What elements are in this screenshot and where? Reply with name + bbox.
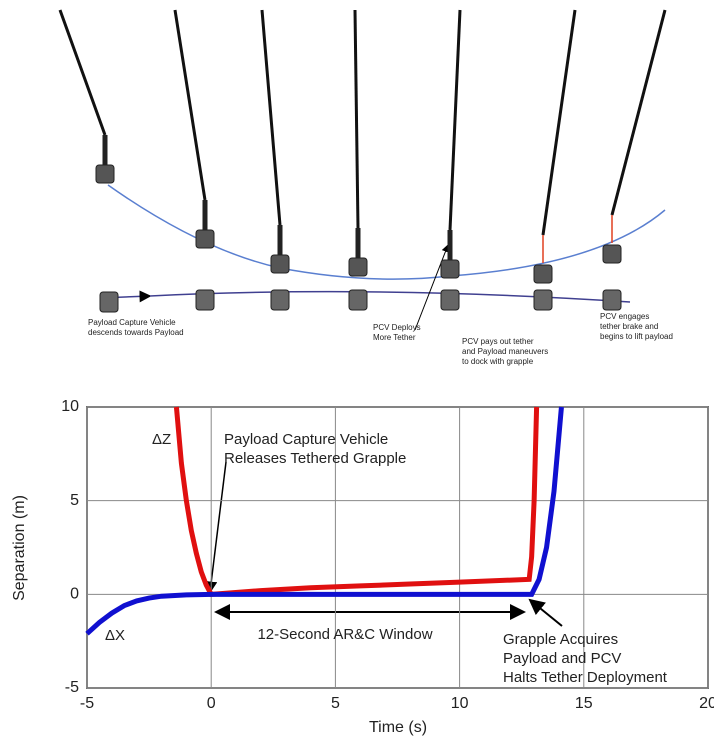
payload-path xyxy=(150,292,630,302)
caption: to dock with grapple xyxy=(462,357,534,366)
caption: begins to lift payload xyxy=(600,332,673,341)
capture-vehicle xyxy=(196,230,214,248)
y-tick-label: -5 xyxy=(65,679,79,696)
x-tick-label: 15 xyxy=(575,695,593,712)
caption: PCV engages xyxy=(600,312,649,321)
payload xyxy=(603,290,621,310)
tether xyxy=(60,10,105,135)
annotation: Grapple Acquires xyxy=(503,631,618,648)
x-axis-label: Time (s) xyxy=(369,719,427,736)
figure: Payload Capture Vehicledescends towards … xyxy=(0,0,714,738)
series-label: ΔX xyxy=(105,627,125,644)
tether xyxy=(355,10,358,228)
tether xyxy=(450,10,460,230)
capture-vehicle xyxy=(349,258,367,276)
capture-vehicle xyxy=(534,265,552,283)
capture-vehicle xyxy=(96,165,114,183)
annotation: 12-Second AR&C Window xyxy=(257,626,432,643)
arrow xyxy=(530,600,562,626)
capture-vehicle xyxy=(603,245,621,263)
tether xyxy=(262,10,280,225)
x-tick-label: 20 xyxy=(699,695,714,712)
tether xyxy=(612,10,665,215)
caption: and Payload maneuvers xyxy=(462,347,548,356)
tether xyxy=(175,10,205,200)
arrow xyxy=(210,462,226,592)
y-tick-label: 5 xyxy=(70,492,79,509)
x-tick-label: 10 xyxy=(451,695,469,712)
payload xyxy=(271,290,289,310)
y-tick-label: 0 xyxy=(70,586,79,603)
tether xyxy=(543,10,575,235)
series-label: ΔZ xyxy=(152,431,171,448)
trajectory xyxy=(108,185,665,279)
y-axis-label: Separation (m) xyxy=(11,495,28,601)
annotation: Payload and PCV xyxy=(503,650,621,667)
caption: Payload Capture Vehicle xyxy=(88,318,176,327)
payload xyxy=(534,290,552,310)
capture-vehicle xyxy=(441,260,459,278)
annotation: Halts Tether Deployment xyxy=(503,669,668,686)
payload xyxy=(100,292,118,312)
x-tick-label: 5 xyxy=(331,695,340,712)
caption: PCV pays out tether xyxy=(462,337,534,346)
y-tick-label: 10 xyxy=(61,398,79,415)
caption: tether brake and xyxy=(600,322,658,331)
annotation: Releases Tethered Grapple xyxy=(224,450,406,467)
capture-vehicle xyxy=(271,255,289,273)
payload xyxy=(349,290,367,310)
payload xyxy=(441,290,459,310)
x-tick-label: -5 xyxy=(80,695,94,712)
annotation: Payload Capture Vehicle xyxy=(224,431,388,448)
caption: descends towards Payload xyxy=(88,328,184,337)
arrow xyxy=(415,245,448,330)
x-tick-label: 0 xyxy=(207,695,216,712)
payload xyxy=(196,290,214,310)
caption: PCV Deploys xyxy=(373,323,421,332)
chart: Time (s) Separation (m) -5 0 5 10 15 20 -5 0 5 10… xyxy=(11,398,714,736)
caption: More Tether xyxy=(373,333,416,342)
